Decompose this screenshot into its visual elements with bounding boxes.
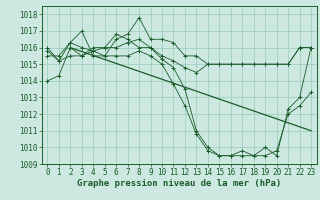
X-axis label: Graphe pression niveau de la mer (hPa): Graphe pression niveau de la mer (hPa) (77, 179, 281, 188)
